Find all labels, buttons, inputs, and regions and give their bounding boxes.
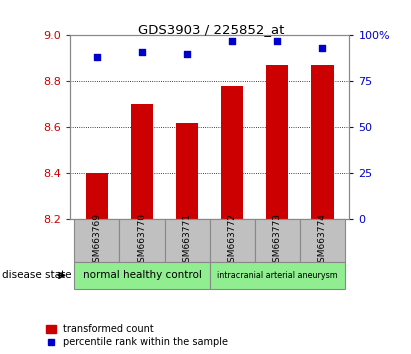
Point — [319, 45, 326, 51]
Bar — [311, 65, 334, 219]
Text: GSM663772: GSM663772 — [228, 213, 237, 268]
Bar — [74, 262, 210, 289]
Point — [184, 51, 190, 57]
Bar — [120, 219, 164, 262]
Text: GSM663771: GSM663771 — [182, 213, 192, 268]
Text: GSM663773: GSM663773 — [273, 213, 282, 268]
Text: GDS3903 / 225852_at: GDS3903 / 225852_at — [139, 23, 285, 36]
Text: disease state: disease state — [2, 270, 72, 280]
Bar — [176, 123, 199, 219]
Bar — [210, 262, 345, 289]
Legend: transformed count, percentile rank within the sample: transformed count, percentile rank withi… — [46, 325, 229, 347]
Bar — [221, 86, 243, 219]
Point — [139, 49, 145, 55]
Point — [274, 38, 281, 44]
Bar — [300, 219, 345, 262]
Text: GSM663770: GSM663770 — [138, 213, 146, 268]
Bar — [85, 173, 108, 219]
Text: GSM663774: GSM663774 — [318, 213, 327, 268]
Bar — [164, 219, 210, 262]
Text: GSM663769: GSM663769 — [92, 213, 102, 268]
Text: intracranial arterial aneurysm: intracranial arterial aneurysm — [217, 271, 337, 280]
Point — [229, 38, 236, 44]
Point — [94, 55, 100, 60]
Bar — [131, 104, 153, 219]
Bar — [255, 219, 300, 262]
Bar — [74, 219, 120, 262]
Text: normal healthy control: normal healthy control — [83, 270, 201, 280]
Bar — [266, 65, 289, 219]
Bar — [210, 219, 255, 262]
